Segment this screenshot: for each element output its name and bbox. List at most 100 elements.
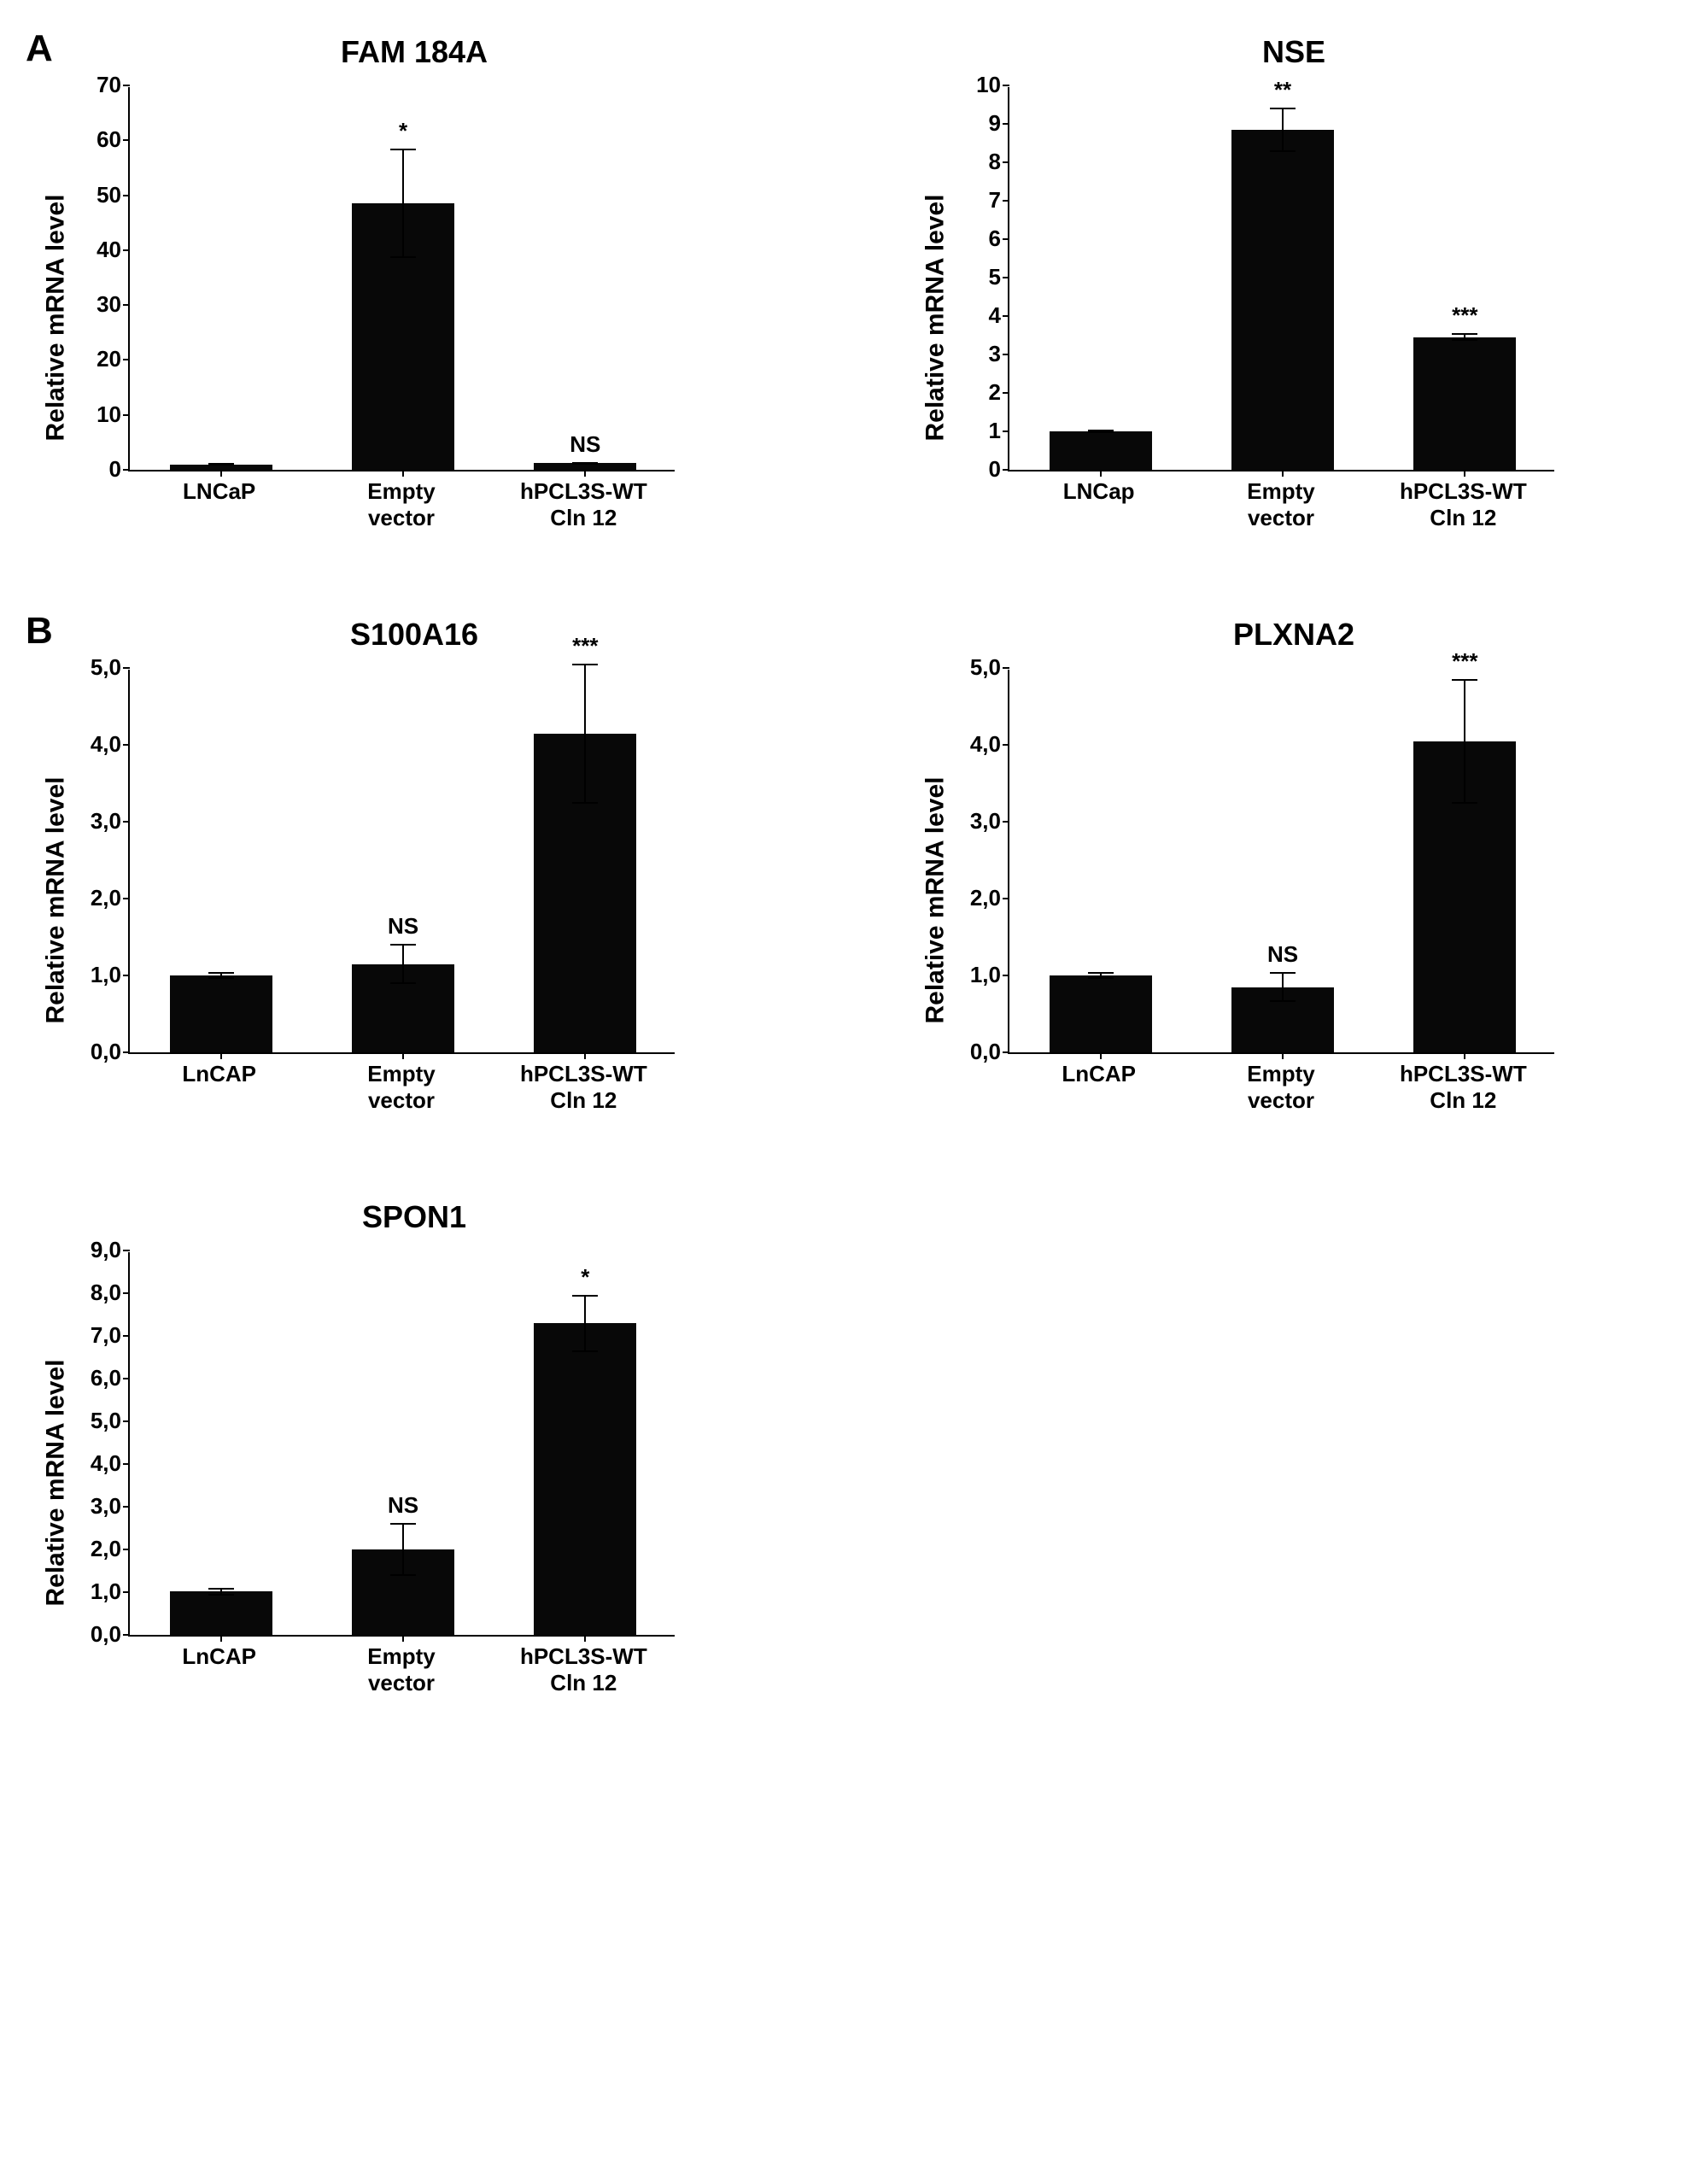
x-labels: LNCaP Emptyvector hPCL3S-WTCln 12 xyxy=(128,471,675,548)
x-labels: LnCAP Emptyvector hPCL3S-WTCln 12 xyxy=(128,1054,675,1131)
chart-box: Relative mRNA level0,01,02,03,04,05,06,0… xyxy=(34,1252,794,1713)
y-axis-label: Relative mRNA level xyxy=(41,194,70,441)
y-ticks: 010203040506070 xyxy=(77,87,128,471)
x-tick-label: LNCaP xyxy=(183,478,255,505)
y-tick-label: 7,0 xyxy=(91,1322,121,1349)
y-tick-label: 5,0 xyxy=(970,654,1001,681)
y-tick-label: 3 xyxy=(989,341,1001,367)
x-tick-label: hPCL3S-WTCln 12 xyxy=(520,478,647,531)
y-tick-label: 0 xyxy=(989,456,1001,483)
y-tick-label: 3,0 xyxy=(970,808,1001,835)
significance-label: NS xyxy=(388,1492,418,1519)
y-tick-label: 0,0 xyxy=(970,1039,1001,1065)
plot-area: NS * xyxy=(128,1252,675,1637)
y-tick-label: 5,0 xyxy=(91,654,121,681)
chart-box: Relative mRNA level012345678910*****LNCa… xyxy=(914,87,1674,548)
chart-title: NSE xyxy=(914,34,1674,70)
bar xyxy=(1413,337,1516,470)
plot-area: NS*** xyxy=(128,670,675,1054)
x-tick-label: LnCAP xyxy=(1062,1061,1136,1087)
y-tick-label: 30 xyxy=(97,291,121,318)
y-tick-label: 2,0 xyxy=(970,885,1001,911)
y-tick-label: 1,0 xyxy=(91,962,121,988)
plot-area: NS*** xyxy=(1008,670,1554,1054)
y-tick-label: 2,0 xyxy=(91,885,121,911)
y-axis-label: Relative mRNA level xyxy=(41,776,70,1023)
panel-letter: B xyxy=(26,610,53,653)
significance-label: NS xyxy=(388,913,418,940)
y-tick-label: 4 xyxy=(989,302,1001,329)
plot-area: * NS xyxy=(128,87,675,471)
bar xyxy=(1231,130,1334,470)
y-tick-label: 60 xyxy=(97,126,121,153)
x-tick-label: hPCL3S-WTCln 12 xyxy=(1400,478,1527,531)
chart-panel: SPON1Relative mRNA level0,01,02,03,04,05… xyxy=(34,1199,794,1713)
x-labels: LnCAPEmptyvectorhPCL3S-WTCln 12 xyxy=(128,1637,675,1713)
significance-label: *** xyxy=(1452,648,1477,675)
x-tick-label: hPCL3S-WTCln 12 xyxy=(1400,1061,1527,1114)
significance-label: ** xyxy=(1274,77,1291,103)
y-tick-label: 10 xyxy=(97,401,121,428)
bar xyxy=(534,1323,636,1635)
y-tick-label: 9 xyxy=(989,110,1001,137)
bar xyxy=(1050,975,1152,1052)
chart-box: Relative mRNA level010203040506070*NSLNC… xyxy=(34,87,794,548)
y-tick-label: 1 xyxy=(989,418,1001,444)
y-tick-label: 6,0 xyxy=(91,1365,121,1391)
y-tick-label: 0,0 xyxy=(91,1039,121,1065)
significance-label: *** xyxy=(572,633,598,659)
y-tick-label: 70 xyxy=(97,72,121,98)
y-tick-label: 20 xyxy=(97,346,121,372)
plot-area: ***** xyxy=(1008,87,1554,471)
y-tick-label: 7 xyxy=(989,187,1001,214)
bar xyxy=(170,1591,272,1635)
chart-title: FAM 184A xyxy=(34,34,794,70)
y-tick-label: 4,0 xyxy=(970,731,1001,758)
x-labels: LNCapEmptyvectorhPCL3S-WTCln 12 xyxy=(1008,471,1554,548)
chart-panel: NSERelative mRNA level012345678910*****L… xyxy=(914,34,1674,548)
x-tick-label: LNCap xyxy=(1063,478,1135,505)
y-tick-label: 1,0 xyxy=(970,962,1001,988)
y-tick-label: 6 xyxy=(989,225,1001,252)
y-tick-label: 4,0 xyxy=(91,731,121,758)
y-tick-label: 5 xyxy=(989,264,1001,290)
y-tick-label: 8 xyxy=(989,149,1001,175)
y-tick-label: 2,0 xyxy=(91,1536,121,1562)
y-tick-label: 9,0 xyxy=(91,1237,121,1263)
y-tick-label: 4,0 xyxy=(91,1450,121,1477)
y-tick-label: 3,0 xyxy=(91,808,121,835)
x-tick-label: Emptyvector xyxy=(367,1061,435,1114)
y-ticks: 0,01,02,03,04,05,0 xyxy=(77,670,128,1054)
x-tick-label: hPCL3S-WTCln 12 xyxy=(520,1643,647,1696)
y-tick-label: 2 xyxy=(989,379,1001,406)
chart-box: Relative mRNA level0,01,02,03,04,05,0NS*… xyxy=(34,670,794,1131)
significance-label: *** xyxy=(1452,302,1477,329)
significance-label: * xyxy=(581,1264,589,1291)
y-tick-label: 10 xyxy=(976,72,1001,98)
x-tick-label: hPCL3S-WTCln 12 xyxy=(520,1061,647,1114)
chart-box: Relative mRNA level0,01,02,03,04,05,0NS*… xyxy=(914,670,1674,1131)
chart-title: SPON1 xyxy=(34,1199,794,1235)
significance-label: * xyxy=(399,118,407,144)
x-tick-label: Emptyvector xyxy=(367,1643,435,1696)
bar xyxy=(170,975,272,1052)
bar xyxy=(1050,431,1152,470)
chart-panel: AFAM 184ARelative mRNA level010203040506… xyxy=(34,34,794,548)
panel-letter: A xyxy=(26,27,53,70)
y-ticks: 0,01,02,03,04,05,06,07,08,09,0 xyxy=(77,1252,128,1637)
significance-label: NS xyxy=(570,431,600,458)
chart-panel: BS100A16Relative mRNA level0,01,02,03,04… xyxy=(34,617,794,1131)
y-axis-label: Relative mRNA level xyxy=(41,1359,70,1606)
chart-title: PLXNA2 xyxy=(914,617,1674,653)
chart-panel: PLXNA2 Relative mRNA level 0,0 1,0 2,0 3,0 4,0… xyxy=(914,617,1674,1131)
y-tick-label: 8,0 xyxy=(91,1280,121,1306)
x-labels: LnCAP Emptyvector hPCL3S-WTCln 12 xyxy=(1008,1054,1554,1131)
y-axis-label: Relative mRNA level xyxy=(921,776,950,1023)
x-tick-label: Emptyvector xyxy=(367,478,435,531)
y-tick-label: 0 xyxy=(109,456,121,483)
figure-grid: AFAM 184ARelative mRNA level010203040506… xyxy=(34,34,1674,1713)
y-tick-label: 3,0 xyxy=(91,1493,121,1520)
x-tick-label: LnCAP xyxy=(182,1061,256,1087)
significance-label: NS xyxy=(1267,941,1298,968)
x-tick-label: Emptyvector xyxy=(1247,1061,1314,1114)
